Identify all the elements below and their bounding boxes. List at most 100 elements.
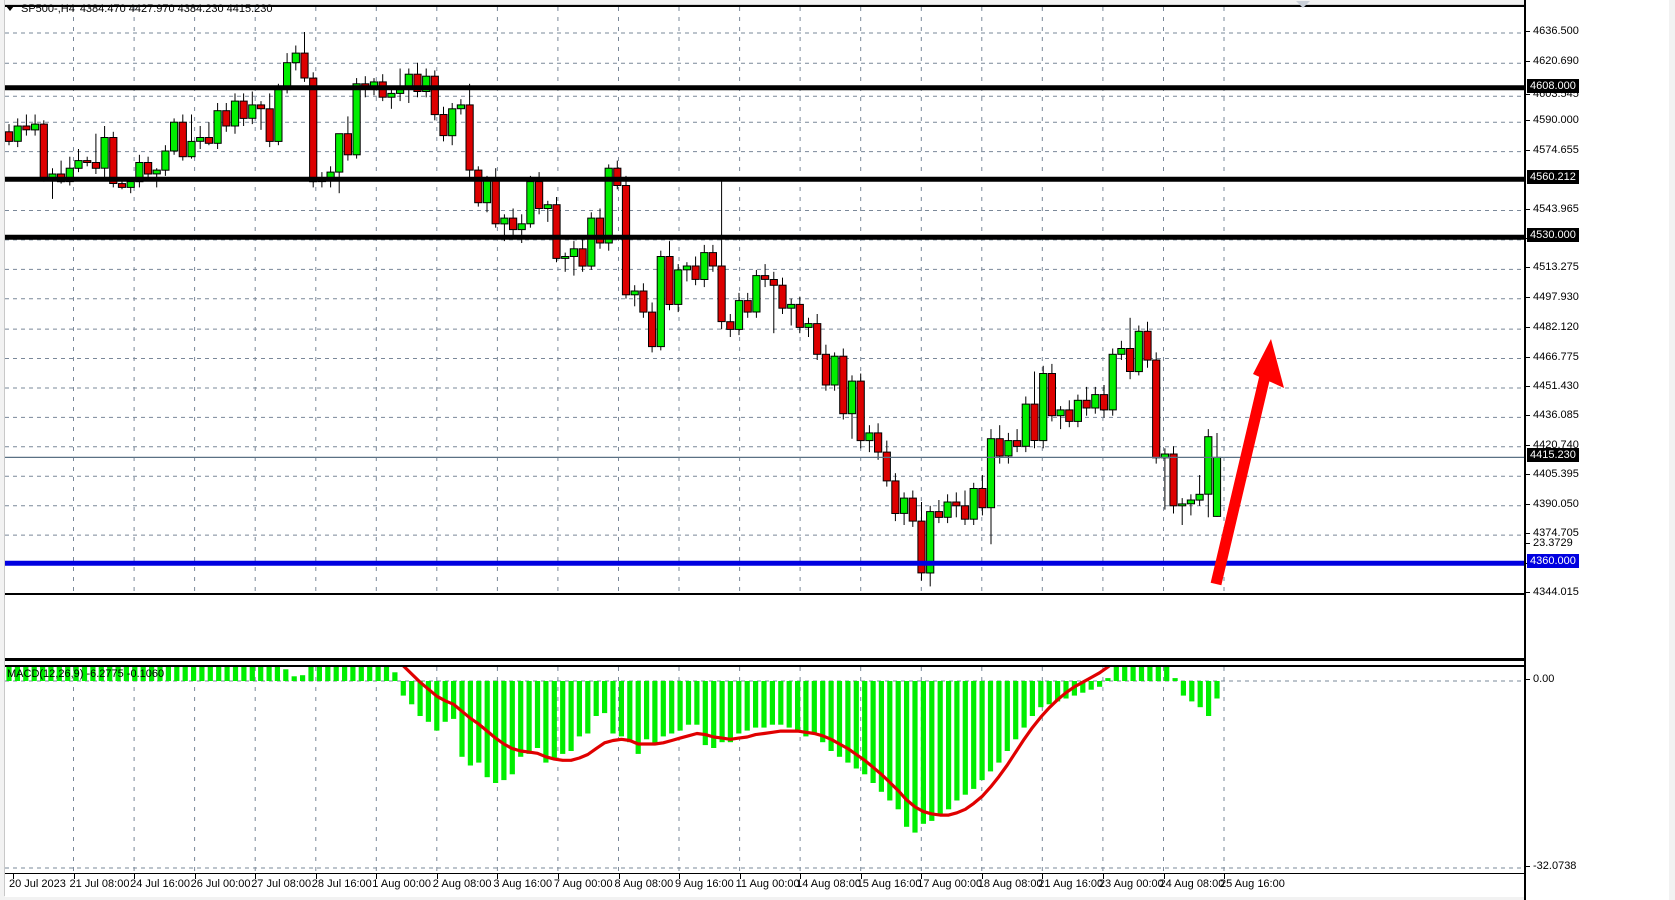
- macd-chart-canvas[interactable]: [5, 667, 1524, 873]
- time-axis[interactable]: 20 Jul 2023 21 Jul 08:00 24 Jul 16:00 26 Ju…: [5, 873, 1524, 897]
- time-axis-tick: [13, 874, 14, 879]
- candle-body: [1212, 456, 1222, 517]
- macd-histogram-bar: [90, 667, 96, 681]
- time-axis-label: 24 Aug 08:00: [1159, 878, 1225, 890]
- macd-histogram-bar: [1122, 667, 1128, 681]
- candle-body: [578, 248, 587, 267]
- collapse-triangle-icon[interactable]: [6, 6, 14, 11]
- macd-histogram-bar: [585, 681, 591, 734]
- candle-body: [204, 137, 214, 144]
- candle-body: [517, 223, 526, 231]
- candle-body: [969, 488, 978, 520]
- chart-scroll-marker-icon[interactable]: [1296, 1, 1310, 8]
- macd-histogram-bar: [1164, 667, 1170, 681]
- macd-histogram-bar: [1013, 681, 1019, 740]
- time-axis-tick: [376, 874, 378, 879]
- candle-body: [761, 275, 770, 280]
- candle-body: [1178, 503, 1187, 507]
- bullish-arrow-annotation: [1210, 339, 1284, 586]
- candle-body: [178, 121, 187, 158]
- candle-body: [700, 252, 709, 281]
- pane-separator[interactable]: [5, 658, 1524, 661]
- candle-body: [1013, 440, 1022, 447]
- macd-histogram-bar: [1080, 681, 1086, 693]
- candle-body: [1126, 348, 1135, 372]
- price-scale-badge: 4415.230: [1527, 448, 1579, 463]
- candle-body: [413, 73, 422, 92]
- candle-body: [934, 511, 943, 518]
- macd-histogram-bar: [727, 681, 733, 743]
- price-scale-tick: [1526, 120, 1530, 122]
- macd-scale-tick: [1526, 866, 1530, 867]
- price-scale-tick: [1526, 503, 1530, 505]
- macd-pane[interactable]: MACD(12,26,9) -6.2775 -0.1060: [5, 665, 1524, 873]
- candle-body: [813, 323, 822, 355]
- price-scale-badge: 4530.000: [1527, 228, 1579, 243]
- macd-histogram-bar: [1029, 681, 1035, 716]
- macd-histogram-bar: [1055, 681, 1061, 702]
- candle-body: [274, 89, 283, 142]
- time-axis-tick: [315, 874, 317, 879]
- price-scale-tick: [1526, 31, 1530, 32]
- macd-histogram-bar: [300, 675, 306, 681]
- candle-body: [187, 140, 196, 158]
- candle-body: [830, 355, 839, 386]
- candle-body: [561, 256, 570, 259]
- macd-histogram-bar: [191, 667, 197, 681]
- chart-header: SP500-,H4 4384.470 4427.970 4384.230 441…: [6, 2, 273, 15]
- price-scale-label: 4451.430: [1533, 380, 1579, 392]
- candle-body: [717, 265, 726, 323]
- candle-body: [1143, 330, 1152, 361]
- candle-body: [978, 488, 987, 509]
- price-scale-label: 4420.740: [1533, 438, 1579, 451]
- macd-histogram-bar: [216, 667, 222, 681]
- macd-histogram-bar: [920, 681, 926, 824]
- macd-histogram-bar: [736, 681, 742, 734]
- price-scale-tick: [1526, 415, 1530, 417]
- candle-body: [847, 380, 857, 415]
- candle-body: [439, 114, 448, 137]
- candle-body: [821, 353, 830, 386]
- macd-histogram-bar: [1147, 667, 1153, 681]
- macd-histogram-bar: [946, 681, 952, 810]
- candle-body: [343, 133, 352, 156]
- candle-body: [474, 169, 483, 204]
- macd-histogram-bar: [417, 681, 423, 716]
- price-scale-tick: [1526, 208, 1530, 210]
- macd-histogram-bar: [769, 681, 775, 725]
- candle-body: [1169, 453, 1178, 507]
- macd-histogram-bar: [107, 667, 113, 681]
- macd-histogram-bar: [878, 681, 884, 792]
- macd-histogram-bar: [904, 681, 910, 827]
- candle-body: [465, 104, 474, 171]
- macd-histogram-bar: [199, 667, 205, 681]
- candle-body: [1021, 403, 1030, 447]
- macd-histogram-bar: [1180, 681, 1186, 696]
- macd-histogram-bar: [367, 667, 373, 681]
- candle-body: [526, 181, 535, 225]
- macd-histogram-bar: [1138, 667, 1145, 681]
- candle-body: [882, 451, 891, 482]
- candle-body: [256, 104, 266, 110]
- macd-histogram-bar: [73, 667, 79, 681]
- macd-histogram-bar: [576, 681, 582, 737]
- macd-histogram-bar: [694, 681, 700, 725]
- macd-histogram-bar: [266, 667, 272, 681]
- price-chart-canvas[interactable]: [5, 7, 1524, 595]
- candle-body: [804, 323, 813, 328]
- macd-histogram-bar: [635, 681, 641, 754]
- price-scale-axis[interactable]: 4636.500 4620.690 4603.545 4590.000 4574.655…: [1524, 0, 1669, 900]
- candle-body: [839, 355, 848, 415]
- time-axis-label: 8 Aug 08:00: [614, 878, 674, 890]
- time-axis-label: 11 Aug 00:00: [735, 878, 800, 890]
- candle-body: [874, 432, 883, 453]
- macd-histogram-bar: [1021, 681, 1027, 728]
- macd-histogram-bar: [1197, 681, 1203, 708]
- macd-histogram-bar: [1206, 681, 1212, 716]
- candle-body: [144, 162, 153, 175]
- price-scale-tick: [1526, 592, 1530, 593]
- macd-histogram-bar: [870, 681, 876, 783]
- time-axis-tick: [1102, 874, 1104, 879]
- macd-histogram-bar: [1189, 681, 1195, 702]
- price-pane[interactable]: [5, 5, 1524, 595]
